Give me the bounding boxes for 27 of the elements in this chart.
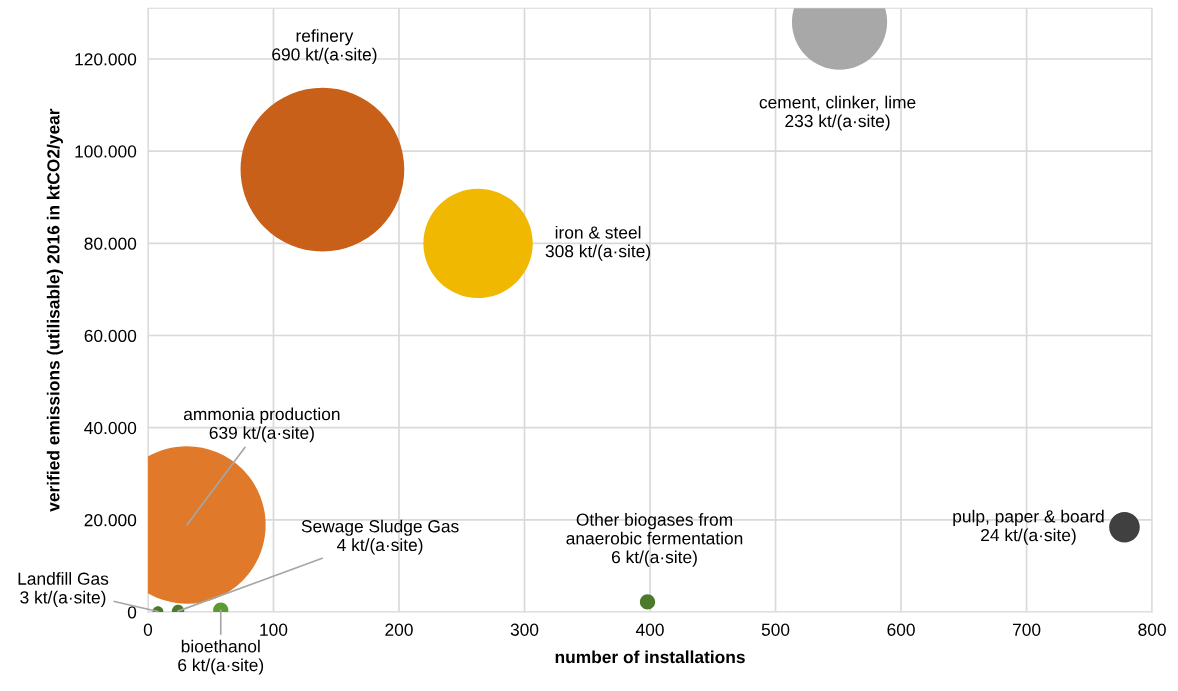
y-tick-label: 60.000 [84, 329, 137, 342]
x-tick-label: 800 [1138, 623, 1166, 636]
y-tick-label: 20.000 [84, 514, 137, 527]
y-tick-label: 80.000 [84, 237, 137, 250]
data-label: pulp, paper & board 24 kt/(a·site) [953, 509, 1104, 545]
x-tick-label: 500 [761, 623, 790, 636]
data-label: iron & steel 308 kt/(a·site) [545, 225, 651, 261]
data-label: cement, clinker, lime 233 kt/(a·site) [759, 95, 916, 131]
y-axis-title: verified emissions (utilisable) 2016 in ktCO2/year [46, 108, 63, 512]
x-tick-label: 300 [510, 623, 539, 636]
data-label: bioethanol 6 kt/(a·site) [178, 639, 264, 675]
x-tick-label: 600 [887, 623, 915, 636]
x-tick-label: 0 [143, 623, 153, 636]
data-label: ammonia production 639 kt/(a·site) [183, 407, 340, 443]
x-tick-label: 700 [1012, 623, 1041, 636]
y-tick-label: 120.000 [75, 53, 137, 66]
x-tick-label: 400 [635, 623, 664, 636]
data-label: Landfill Gas 3 kt/(a·site) [18, 572, 109, 607]
data-label: refinery 690 kt/(a·site) [272, 29, 377, 65]
y-tick-label: 40.000 [84, 421, 137, 435]
x-tick-label: 100 [260, 623, 288, 636]
x-tick-label: 200 [385, 623, 413, 636]
data-label: Other biogases from anaerobic fermentation 6 kt/(a·site) [566, 513, 743, 567]
x-axis-title: number of installations [555, 650, 745, 664]
y-tick-label: 100.000 [75, 145, 137, 158]
y-tick-label: 0 [127, 606, 137, 619]
data-label: Sewage Sludge Gas 4 kt/(a·site) [301, 519, 459, 555]
